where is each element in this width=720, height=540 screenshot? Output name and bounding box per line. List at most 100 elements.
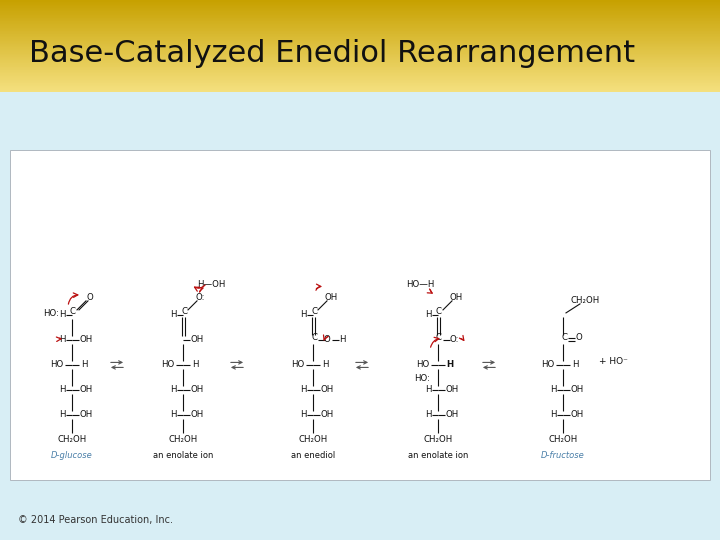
Bar (0, 18, 720, 19)
Bar (0, 53, 720, 55)
Bar (0, 27, 720, 28)
Bar (0, 86, 720, 87)
Bar (0, 39, 720, 40)
Text: CH₂OH: CH₂OH (58, 435, 86, 444)
Text: H: H (192, 360, 198, 369)
Bar (0, 15, 720, 16)
Text: OH: OH (79, 386, 93, 394)
Bar (0, 58, 720, 59)
Bar (0, 10, 720, 11)
Text: CH₂OH: CH₂OH (570, 296, 600, 306)
Text: H: H (300, 410, 306, 420)
Bar (0, 1, 720, 2)
Bar (0, 24, 720, 25)
Text: D-glucose: D-glucose (51, 451, 93, 461)
Text: H: H (59, 386, 66, 394)
Text: H: H (59, 335, 66, 345)
Text: © 2014 Pearson Education, Inc.: © 2014 Pearson Education, Inc. (18, 515, 173, 525)
Text: H: H (425, 410, 431, 420)
Text: H: H (550, 386, 557, 394)
Bar (0, 26, 720, 27)
Text: H: H (170, 410, 176, 420)
Bar (0, 89, 720, 90)
Text: C: C (561, 333, 567, 342)
Bar (0, 72, 720, 73)
Bar (0, 33, 720, 35)
Text: D-fructose: D-fructose (541, 451, 585, 461)
Bar (0, 81, 720, 82)
Text: H: H (425, 386, 431, 394)
Text: HO:: HO: (414, 374, 430, 383)
Text: C: C (436, 333, 442, 342)
Bar (0, 50, 720, 51)
Bar (0, 85, 720, 86)
Bar (0, 19, 720, 20)
Bar (0, 6, 720, 7)
Text: H: H (338, 335, 346, 345)
Bar (0, 17, 720, 18)
Bar (0, 64, 720, 65)
Bar (0, 35, 720, 36)
Bar (0, 68, 720, 69)
Bar (0, 87, 720, 88)
Text: OH: OH (79, 410, 93, 420)
Bar (0, 46, 720, 48)
Text: H: H (81, 360, 87, 369)
Text: C: C (70, 307, 76, 316)
Bar (0, 49, 720, 50)
Text: CH₂OH: CH₂OH (423, 435, 453, 444)
Text: C: C (311, 333, 317, 342)
Bar (0, 38, 720, 39)
Text: H: H (300, 386, 306, 394)
Text: O: O (323, 335, 330, 345)
Text: C: C (311, 307, 317, 316)
Text: O: O (575, 333, 582, 342)
Text: H: H (300, 310, 306, 319)
Text: OH: OH (449, 293, 463, 302)
Bar (0, 42, 720, 43)
Bar (0, 62, 720, 63)
Bar (0, 69, 720, 70)
Bar (0, 30, 720, 31)
Bar (0, 82, 720, 83)
Bar (0, 43, 720, 44)
Text: H: H (59, 310, 66, 319)
Bar (0, 59, 720, 60)
Bar (0, 4, 720, 5)
Bar (0, 56, 720, 57)
Bar (0, 71, 720, 72)
Bar (0, 63, 720, 64)
Bar (0, 36, 720, 37)
Text: OH: OH (446, 386, 459, 394)
Bar (0, 5, 720, 6)
Bar (0, 45, 720, 46)
Text: OH: OH (325, 293, 338, 302)
Bar (0, 48, 720, 49)
Text: C: C (436, 307, 442, 316)
Text: OH: OH (190, 386, 204, 394)
Bar (0, 29, 720, 30)
Bar (0, 60, 720, 61)
Text: OH: OH (320, 410, 333, 420)
Bar (0, 51, 720, 52)
Bar (0, 22, 720, 23)
Bar (0, 23, 720, 24)
Bar (0, 73, 720, 74)
Bar (0, 25, 720, 26)
Text: O:: O: (449, 335, 459, 345)
Text: HO: HO (50, 360, 63, 369)
Bar (0, 88, 720, 89)
Bar (0, 21, 720, 22)
Text: H: H (170, 310, 176, 319)
Bar (0, 16, 720, 17)
Bar (0, 14, 720, 15)
Text: HO—H: HO—H (406, 280, 434, 289)
Bar (0, 75, 720, 76)
Text: H: H (572, 360, 578, 369)
Text: H: H (170, 386, 176, 394)
Bar (0, 90, 720, 91)
Text: OH: OH (79, 335, 93, 345)
Text: O:: O: (195, 293, 204, 302)
Bar (0, 55, 720, 56)
Bar (0, 66, 720, 68)
